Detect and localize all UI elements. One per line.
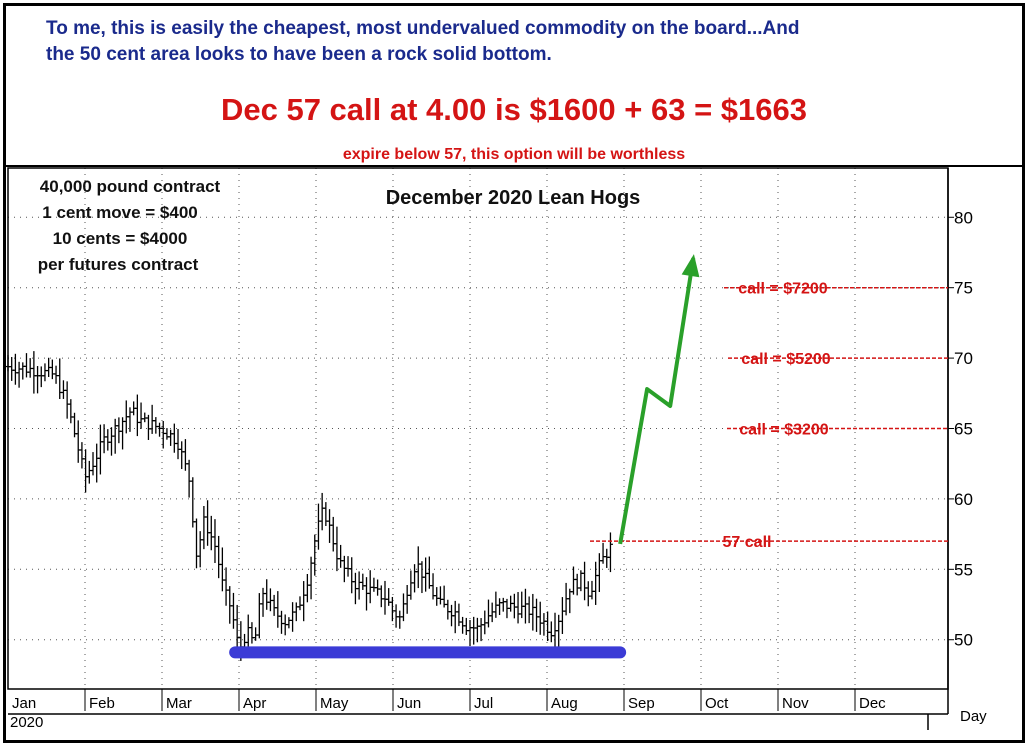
month-label-oct: Oct [705, 695, 729, 712]
contract-info: 40,000 pound contract 1 cent move = $400… [38, 177, 221, 274]
month-label-apr: Apr [243, 695, 266, 712]
call-value-levels: call = $7200 call = $5200 call = $3200 57 c… [590, 281, 948, 551]
month-label-jun: Jun [397, 695, 421, 712]
price-axis-labels: 50 55 60 65 70 75 80 [948, 208, 973, 650]
y-tick-label-70: 70 [954, 349, 973, 368]
grid-lines [8, 168, 948, 689]
month-tick-marks [84, 689, 856, 711]
cent-move-value: 1 cent move = $400 [42, 203, 197, 222]
projection-path [618, 257, 696, 545]
month-label-jul: Jul [474, 695, 493, 712]
month-label-dec: Dec [859, 695, 886, 712]
y-tick-label-60: 60 [954, 490, 973, 509]
y-tick-label-55: 55 [954, 560, 973, 579]
projection-arrowhead [681, 254, 700, 278]
month-label-nov: Nov [782, 695, 809, 712]
per-contract-note: per futures contract [38, 255, 199, 274]
option-cost-headline: Dec 57 call at 4.00 is $1600 + 63 = $166… [220, 92, 808, 127]
call-level-label-57: 57 call [723, 534, 772, 551]
year-label: 2020 [10, 714, 43, 731]
period-label: Day [960, 708, 987, 725]
y-tick-label-50: 50 [954, 631, 973, 650]
commentary-line-1: To me, this is easily the cheapest, most… [46, 18, 800, 39]
month-label-sep: Sep [628, 695, 655, 712]
month-label-aug: Aug [551, 695, 578, 712]
y-tick-label-75: 75 [954, 279, 973, 298]
projection-arrow [618, 254, 700, 545]
y-tick-label-80: 80 [954, 208, 973, 227]
contract-size: 40,000 pound contract [40, 177, 221, 196]
call-level-label-70: call = $5200 [741, 351, 831, 368]
call-level-label-75: call = $7200 [738, 281, 828, 298]
commentary-line-2: the 50 cent area looks to have been a ro… [46, 44, 552, 65]
ten-cent-value: 10 cents = $4000 [53, 229, 188, 248]
month-label-may: May [320, 695, 349, 712]
y-tick-label-65: 65 [954, 420, 973, 439]
month-label-feb: Feb [89, 695, 115, 712]
month-labels: Jan Feb Mar Apr May Jun Jul Aug Sep Oct Nov Dec [12, 695, 886, 712]
price-bars [5, 351, 613, 661]
month-label-mar: Mar [166, 695, 192, 712]
month-label-jan: Jan [12, 695, 36, 712]
call-level-label-65: call = $3200 [739, 422, 829, 439]
chart-title: December 2020 Lean Hogs [386, 187, 641, 209]
expiry-note: expire below 57, this option will be wor… [342, 146, 686, 163]
